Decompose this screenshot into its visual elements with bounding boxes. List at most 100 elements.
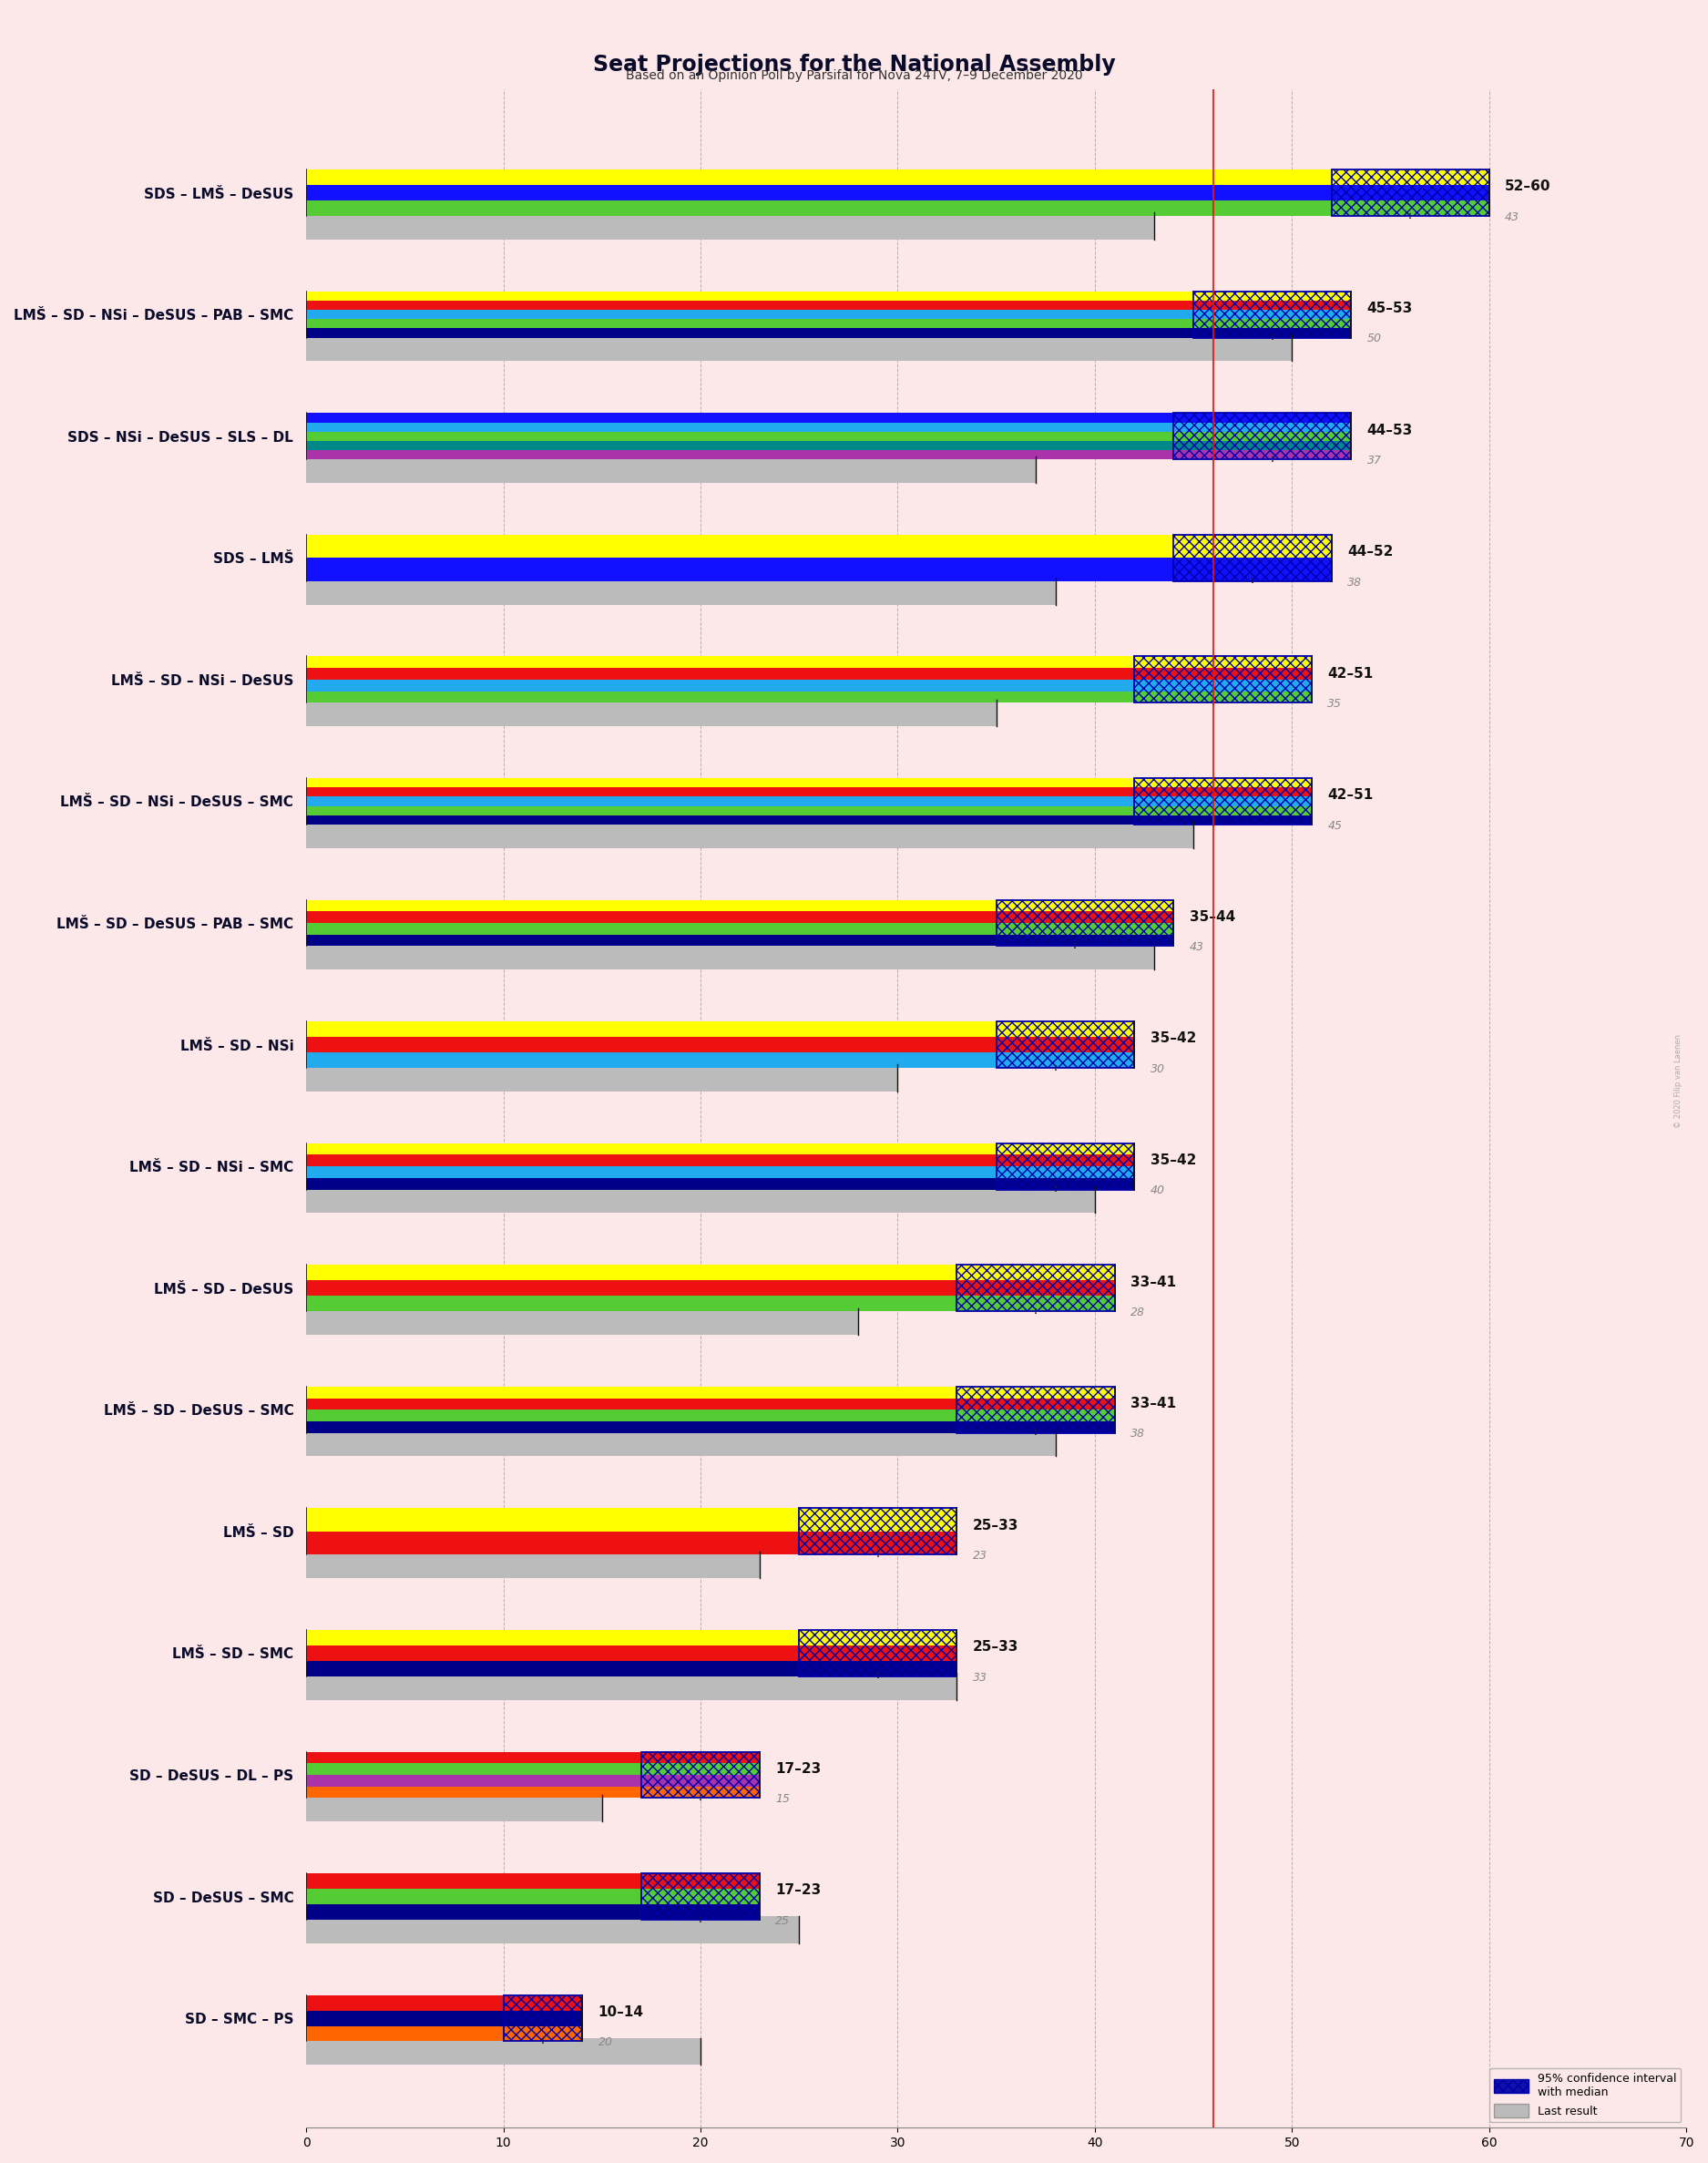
Text: Seat Projections for the National Assembly: Seat Projections for the National Assemb… [593, 54, 1115, 76]
Bar [306, 1410, 1115, 1421]
Bar [306, 924, 1173, 934]
Text: 35–42: 35–42 [1149, 1032, 1196, 1045]
Bar [306, 558, 1332, 582]
Text: 28: 28 [1131, 1306, 1144, 1317]
Bar [996, 1021, 1134, 1069]
Bar [306, 1430, 1056, 1456]
Bar [306, 292, 1351, 301]
Bar [306, 413, 1351, 422]
Bar [306, 335, 1291, 361]
Text: 52–60: 52–60 [1505, 180, 1551, 193]
Bar [956, 1386, 1115, 1432]
Text: 37: 37 [1366, 454, 1382, 467]
Text: 42–51: 42–51 [1327, 787, 1373, 802]
Bar [306, 2027, 582, 2042]
Bar [306, 1265, 1115, 1280]
Bar [306, 1873, 760, 1888]
Bar [799, 1631, 956, 1676]
Bar [306, 911, 1173, 924]
Bar [306, 201, 1489, 216]
Text: 20: 20 [598, 2038, 613, 2048]
Bar [306, 1776, 760, 1787]
Bar [996, 900, 1173, 945]
Bar [306, 943, 1155, 969]
Text: 23: 23 [972, 1551, 987, 1562]
Bar [306, 441, 1351, 450]
Bar [956, 1265, 1115, 1311]
Bar [306, 822, 1194, 848]
Bar [306, 2038, 700, 2066]
Text: 25–33: 25–33 [972, 1518, 1018, 1531]
Text: 33: 33 [972, 1672, 987, 1683]
Bar [306, 1280, 1115, 1296]
Bar [306, 699, 996, 727]
Bar [306, 779, 1312, 787]
Bar [306, 1155, 1134, 1166]
Bar [306, 1903, 760, 1919]
Bar [306, 900, 1173, 911]
Bar [306, 422, 1351, 433]
Bar [306, 655, 1312, 668]
Text: 17–23: 17–23 [775, 1884, 822, 1897]
Bar [1134, 655, 1312, 703]
Bar [306, 1551, 760, 1579]
Text: 17–23: 17–23 [775, 1763, 822, 1776]
Bar [1173, 534, 1332, 582]
Bar [306, 1144, 1134, 1155]
Bar [306, 1296, 1115, 1311]
Bar [642, 1873, 760, 1919]
Bar [306, 1397, 1115, 1410]
Bar [306, 1179, 1134, 1190]
Bar [306, 1421, 1115, 1432]
Bar [306, 433, 1351, 441]
Text: 35–44: 35–44 [1189, 911, 1235, 924]
Text: 35–42: 35–42 [1149, 1153, 1196, 1168]
Text: 10–14: 10–14 [598, 2005, 644, 2018]
Bar [306, 796, 1312, 807]
Bar [306, 1508, 956, 1531]
Text: Based on an Opinion Poll by Parsifal for Nova 24TV, 7–9 December 2020: Based on an Opinion Poll by Parsifal for… [625, 69, 1083, 82]
Bar [996, 1144, 1134, 1190]
Bar [306, 1661, 956, 1676]
Bar [306, 1531, 956, 1555]
Bar [306, 692, 1312, 703]
Bar [1173, 413, 1351, 459]
Bar [306, 668, 1312, 679]
Legend: 95% confidence interval
with median, Last result: 95% confidence interval with median, Las… [1489, 2068, 1681, 2122]
Bar [306, 186, 1489, 201]
Text: 44–53: 44–53 [1366, 424, 1413, 437]
Bar [306, 1064, 898, 1092]
Bar [306, 1787, 760, 1797]
Bar [306, 1888, 760, 1903]
Text: 38: 38 [1131, 1428, 1144, 1441]
Bar [799, 1508, 956, 1555]
Bar [306, 815, 1312, 824]
Bar [306, 450, 1351, 459]
Bar [306, 169, 1489, 186]
Text: 15: 15 [775, 1793, 791, 1806]
Bar [306, 1752, 760, 1763]
Text: 40: 40 [1149, 1185, 1165, 1196]
Text: 33–41: 33–41 [1131, 1397, 1177, 1410]
Bar [306, 1053, 1134, 1069]
Bar [1134, 779, 1312, 824]
Text: 50: 50 [1366, 333, 1382, 344]
Bar [504, 1994, 582, 2042]
Bar [306, 301, 1351, 309]
Bar [306, 2009, 582, 2027]
Text: 25–33: 25–33 [972, 1640, 1018, 1655]
Bar [306, 787, 1312, 796]
Bar [306, 1631, 956, 1646]
Bar [306, 1994, 582, 2009]
Text: 42–51: 42–51 [1327, 666, 1373, 681]
Text: 44–52: 44–52 [1348, 545, 1394, 558]
Bar [306, 807, 1312, 815]
Text: 30: 30 [1149, 1062, 1165, 1075]
Bar [306, 534, 1332, 558]
Text: 33–41: 33–41 [1131, 1276, 1177, 1289]
Bar [306, 679, 1312, 692]
Text: 45–53: 45–53 [1366, 301, 1413, 316]
Text: 35: 35 [1327, 699, 1342, 709]
Bar [306, 309, 1351, 320]
Bar [306, 1916, 799, 1942]
